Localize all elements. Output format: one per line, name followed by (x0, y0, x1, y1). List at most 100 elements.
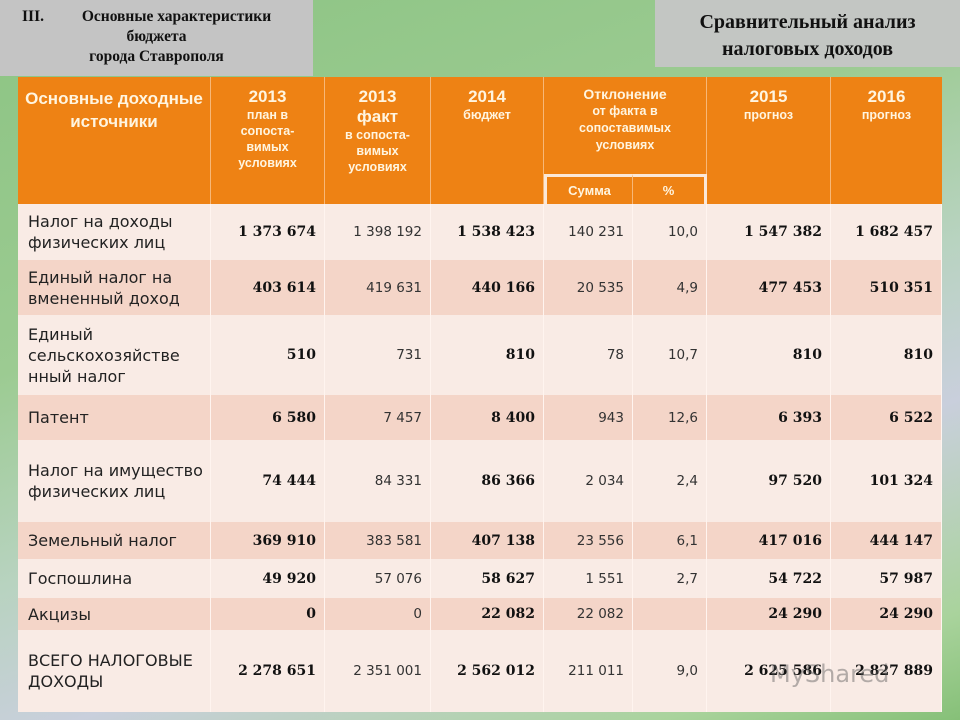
header-2014-year: 2014 (468, 87, 506, 106)
cell-forecast2015: 1 547 382 (707, 204, 831, 260)
cell-forecast2016: 101 324 (831, 440, 942, 522)
cell-forecast2015: 6 393 (707, 395, 831, 440)
slide-title: Сравнительный анализ налоговых доходов (655, 0, 960, 67)
cell-dev-pct: 12,6 (633, 395, 707, 440)
tax-revenue-table: Основные доходные источники 2013 план в … (18, 77, 942, 712)
header-2016-desc: прогноз (861, 108, 912, 122)
table-row: Налог на имущество физических лиц 74 444 8… (18, 440, 942, 522)
cell-forecast2016: 444 147 (831, 522, 942, 559)
cell-plan2013: 369 910 (211, 522, 325, 559)
row-label: Земельный налог (18, 522, 211, 559)
table-row: ВСЕГО НАЛОГОВЫЕ ДОХОДЫ 2 278 651 2 351 001… (18, 630, 942, 712)
cell-dev-pct (633, 598, 707, 630)
cell-dev-pct: 2,4 (633, 440, 707, 522)
cell-dev-pct: 10,0 (633, 204, 707, 260)
header-2015-year: 2015 (749, 87, 788, 106)
cell-fact2013: 84 331 (325, 440, 431, 522)
cell-fact2013: 2 351 001 (325, 630, 431, 712)
cell-dev-sum: 23 556 (544, 522, 633, 559)
row-label: Акцизы (18, 598, 211, 630)
cell-budget2014: 58 627 (431, 559, 544, 598)
cell-budget2014: 8 400 (431, 395, 544, 440)
cell-dev-sum: 140 231 (544, 204, 633, 260)
row-label: Единый сельскохозяйстве нный налог (18, 315, 211, 395)
cell-plan2013: 6 580 (211, 395, 325, 440)
cell-budget2014: 86 366 (431, 440, 544, 522)
cell-forecast2015: 810 (707, 315, 831, 395)
subheader-sum: Сумма (544, 174, 633, 204)
cell-forecast2015: 477 453 (707, 260, 831, 315)
row-label: Госпошлина (18, 559, 211, 598)
header-deviation: Отклонение от факта в сопоставимых услов… (544, 77, 707, 174)
header-deviation-desc: от факта в сопоставимых условиях (579, 104, 671, 152)
row-label: Налог на имущество физических лиц (18, 440, 211, 522)
slide-title-line-2: налоговых доходов (721, 38, 894, 60)
header-2015-forecast: 2015 прогноз (707, 77, 831, 204)
header-deviation-title: Отклонение (583, 86, 667, 102)
header-sources-label: Основные доходные источники (25, 89, 203, 131)
table-row: Патент 6 580 7 457 8 400 943 12,6 6 393 6 522 (18, 395, 942, 440)
cell-fact2013: 57 076 (325, 559, 431, 598)
section-title: III. Основные характеристики бюджета гор… (0, 0, 313, 76)
header-2014-budget: 2014 бюджет (431, 77, 544, 204)
cell-dev-pct: 9,0 (633, 630, 707, 712)
table-row: Налог на доходы физических лиц 1 373 674 1… (18, 204, 942, 260)
header-2013-fact-year: 2013 факт (356, 87, 399, 126)
cell-dev-sum: 22 082 (544, 598, 633, 630)
table-row: Госпошлина 49 920 57 076 58 627 1 551 2,7 54 7… (18, 559, 942, 598)
section-number: III. (22, 8, 44, 25)
cell-dev-sum: 20 535 (544, 260, 633, 315)
cell-dev-sum: 1 551 (544, 559, 633, 598)
cell-plan2013: 1 373 674 (211, 204, 325, 260)
header-2014-desc: бюджет (463, 108, 511, 122)
cell-dev-sum: 2 034 (544, 440, 633, 522)
header-2013-plan: 2013 план в сопоста-вимых условиях (211, 77, 325, 204)
header-2013-plan-desc: план в сопоста-вимых условиях (238, 108, 297, 170)
cell-forecast2015: 2 625 586 (707, 630, 831, 712)
cell-dev-pct: 4,9 (633, 260, 707, 315)
row-label: ВСЕГО НАЛОГОВЫЕ ДОХОДЫ (18, 630, 211, 712)
cell-plan2013: 74 444 (211, 440, 325, 522)
cell-fact2013: 419 631 (325, 260, 431, 315)
cell-forecast2016: 510 351 (831, 260, 942, 315)
section-title-line-3: города Ставрополя (89, 48, 224, 65)
row-label: Единый налог на вмененный доход (18, 260, 211, 315)
row-label: Налог на доходы физических лиц (18, 204, 211, 260)
header-2013-plan-year: 2013 (248, 87, 287, 106)
cell-dev-pct: 10,7 (633, 315, 707, 395)
cell-plan2013: 510 (211, 315, 325, 395)
cell-budget2014: 407 138 (431, 522, 544, 559)
cell-forecast2016: 57 987 (831, 559, 942, 598)
cell-budget2014: 810 (431, 315, 544, 395)
slide-title-line-1: Сравнительный анализ (699, 11, 916, 33)
cell-fact2013: 383 581 (325, 522, 431, 559)
cell-budget2014: 440 166 (431, 260, 544, 315)
cell-forecast2016: 6 522 (831, 395, 942, 440)
cell-budget2014: 2 562 012 (431, 630, 544, 712)
section-title-line-1: Основные характеристики (81, 8, 272, 25)
cell-fact2013: 0 (325, 598, 431, 630)
header-2015-desc: прогноз (743, 108, 794, 122)
header-2013-fact-desc: в сопоста-вимых условиях (345, 128, 410, 174)
cell-dev-pct: 2,7 (633, 559, 707, 598)
cell-forecast2016: 2 827 889 (831, 630, 942, 712)
table-row: Акцизы 0 0 22 082 22 082 24 290 24 290 (18, 598, 942, 630)
cell-budget2014: 22 082 (431, 598, 544, 630)
cell-fact2013: 731 (325, 315, 431, 395)
header-sources: Основные доходные источники (18, 77, 211, 204)
header-2013-fact: 2013 факт в сопоста-вимых условиях (325, 77, 431, 204)
cell-fact2013: 1 398 192 (325, 204, 431, 260)
cell-dev-sum: 211 011 (544, 630, 633, 712)
cell-dev-pct: 6,1 (633, 522, 707, 559)
cell-forecast2015: 24 290 (707, 598, 831, 630)
cell-plan2013: 2 278 651 (211, 630, 325, 712)
cell-plan2013: 403 614 (211, 260, 325, 315)
cell-plan2013: 0 (211, 598, 325, 630)
cell-dev-sum: 943 (544, 395, 633, 440)
cell-forecast2016: 24 290 (831, 598, 942, 630)
table-row: Земельный налог 369 910 383 581 407 138 23 5… (18, 522, 942, 559)
cell-forecast2015: 97 520 (707, 440, 831, 522)
cell-forecast2016: 1 682 457 (831, 204, 942, 260)
header-2016-year: 2016 (867, 87, 906, 106)
cell-plan2013: 49 920 (211, 559, 325, 598)
